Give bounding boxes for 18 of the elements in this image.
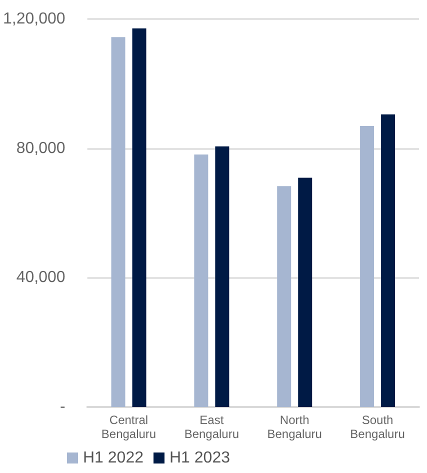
legend-label: H1 2023 — [169, 450, 230, 466]
bar — [381, 114, 396, 407]
x-tick-label: South Bengaluru — [350, 413, 405, 441]
bar — [132, 28, 146, 407]
y-tick-label: 80,000 — [16, 140, 66, 157]
y-tick-label: 1,20,000 — [3, 10, 66, 28]
legend-label: H1 2022 — [83, 450, 144, 466]
bar — [277, 186, 292, 407]
bar — [194, 154, 208, 407]
bar — [111, 37, 126, 407]
bar — [298, 178, 312, 407]
x-tick-label: North Bengaluru — [267, 413, 322, 441]
bar — [215, 146, 230, 407]
y-tick-label: 40,000 — [16, 269, 66, 286]
x-tick-label: Central Bengaluru — [101, 413, 156, 441]
bar — [360, 126, 374, 407]
x-tick-label: East Bengaluru — [184, 413, 240, 441]
y-tick-label: - — [60, 398, 66, 416]
